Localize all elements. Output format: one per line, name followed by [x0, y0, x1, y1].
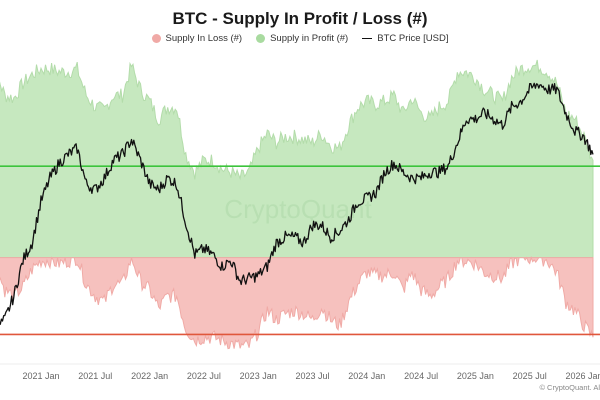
- profit-area: [0, 59, 594, 259]
- legend-item-price[interactable]: BTC Price [USD]: [362, 33, 449, 44]
- x-tick-label: 2022 Jul: [187, 371, 221, 381]
- x-tick-label: 2023 Jan: [240, 371, 277, 381]
- loss-area: [0, 255, 594, 350]
- copyright-text: © CryptoQuant. Al: [539, 383, 600, 392]
- chart-legend: Supply In Loss (#) Supply in Profit (#) …: [0, 33, 600, 44]
- watermark: CryptoQuant: [224, 194, 372, 224]
- legend-swatch-loss: [151, 34, 161, 43]
- x-tick-label: 2021 Jul: [78, 371, 112, 381]
- chart-title: BTC - Supply In Profit / Loss (#): [172, 9, 428, 28]
- legend-label-price: BTC Price [USD]: [377, 33, 449, 44]
- x-tick-label: 2024 Jan: [348, 371, 385, 381]
- legend-item-loss[interactable]: Supply In Loss (#): [151, 33, 243, 44]
- x-tick-label: 2022 Jan: [131, 371, 168, 381]
- legend-item-profit[interactable]: Supply in Profit (#): [256, 33, 348, 44]
- x-tick-label: 2023 Jul: [295, 371, 329, 381]
- x-tick-label: 2025 Jul: [513, 371, 547, 381]
- x-tick-label: 2025 Jan: [457, 371, 494, 381]
- x-tick-label: 2026 Jan: [565, 371, 600, 381]
- legend-label-profit: Supply in Profit (#): [270, 33, 349, 44]
- x-tick-label: 2021 Jan: [22, 371, 59, 381]
- legend-swatch-price: [362, 37, 373, 40]
- btc-price-line: [0, 82, 594, 325]
- legend-swatch-profit: [256, 34, 266, 43]
- x-tick-label: 2024 Jul: [404, 371, 438, 381]
- legend-label-loss: Supply In Loss (#): [165, 33, 243, 44]
